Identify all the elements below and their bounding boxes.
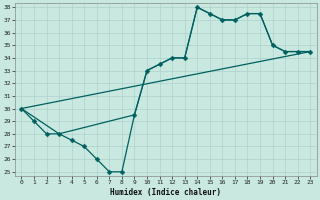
X-axis label: Humidex (Indice chaleur): Humidex (Indice chaleur): [110, 188, 221, 197]
